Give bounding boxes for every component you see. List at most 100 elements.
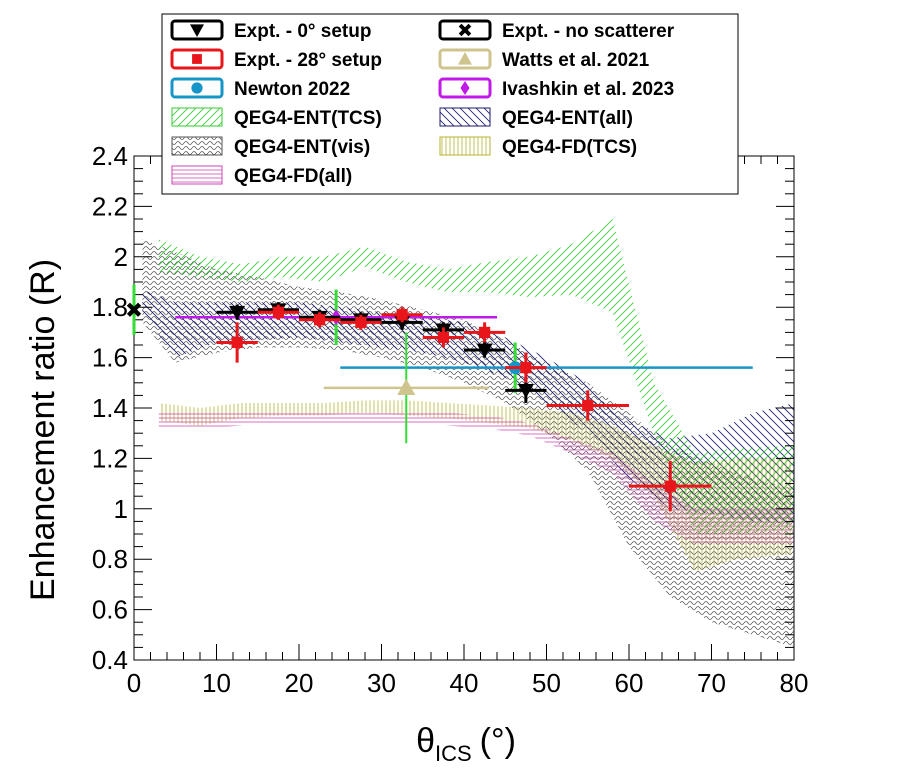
legend-label: Expt. - 0° setup (234, 21, 371, 42)
legend-marker (460, 81, 470, 95)
legend-marker (191, 82, 203, 94)
x-tick-label: 20 (285, 668, 314, 698)
data-point-watts (323, 332, 489, 444)
legend-label: Expt. - 28° setup (234, 50, 382, 71)
y-tick-label: 2.2 (92, 191, 128, 221)
model-bands (142, 219, 795, 648)
legend-swatch (438, 77, 492, 99)
x-tick-label: 60 (615, 668, 644, 698)
data-point-expt28 (546, 390, 629, 421)
legend-entry-expt0: Expt. - 0° setup (170, 19, 371, 42)
legend-label: QEG4-FD(all) (234, 166, 352, 187)
y-tick-label: 0.4 (92, 645, 128, 675)
y-tick-label: 0.8 (92, 544, 128, 574)
marker-watts (397, 378, 416, 396)
data-point-expt28 (340, 314, 382, 330)
legend-entry-ent-vis: QEG4-ENT(vis) (171, 136, 370, 158)
data-point-expt28 (299, 312, 341, 328)
legend-swatch (171, 136, 223, 156)
legend-entry-ivashkin: Ivashkin et al. 2023 (438, 77, 674, 100)
marker-expt28 (582, 399, 594, 412)
marker-expt28 (664, 480, 676, 492)
data-point-expt28 (505, 352, 547, 383)
legend-swatch (439, 107, 491, 127)
y-tick-label: 2.4 (92, 141, 128, 171)
legend-label: QEG4-ENT(all) (502, 108, 633, 129)
series-nosc (126, 284, 142, 335)
legend-entry-watts: Watts et al. 2021 (438, 48, 650, 71)
data-points (126, 284, 753, 512)
band-fd-tcs (158, 400, 795, 572)
marker-expt28 (314, 314, 326, 326)
legend-box (161, 13, 739, 195)
x-tick-label: 80 (780, 668, 809, 698)
legend-swatch (170, 48, 224, 70)
legend-swatch (171, 107, 223, 127)
marker-expt28 (396, 309, 408, 321)
legend-swatch (438, 19, 492, 41)
marker-expt28 (520, 362, 532, 374)
x-tick-label: 50 (532, 668, 561, 698)
marker-expt28 (437, 331, 449, 344)
data-point-expt0 (216, 304, 258, 321)
x-tick-label: 70 (697, 668, 726, 698)
marker-expt28 (355, 316, 367, 328)
legend-entry-expt28: Expt. - 28° setup (170, 48, 382, 71)
y-tick-label: 1.2 (92, 443, 128, 473)
marker-expt28 (479, 326, 491, 338)
legend-swatch (439, 136, 491, 156)
legend-label: QEG4-FD(TCS) (502, 137, 637, 158)
legend-label: QEG4-ENT(vis) (234, 137, 370, 158)
marker-expt28 (272, 306, 284, 318)
x-axis-title-unit: (°) (480, 722, 516, 760)
data-point-nosc (126, 284, 142, 335)
data-point-expt28 (629, 460, 712, 512)
x-tick-label: 0 (127, 668, 141, 698)
marker-expt0 (476, 343, 493, 359)
legend-label: QEG4-ENT(TCS) (234, 108, 382, 129)
series-expt28 (216, 304, 712, 512)
series-watts (323, 332, 489, 444)
x-axis-title-symbol: θ (416, 722, 435, 760)
y-tick-label: 1.8 (92, 292, 128, 322)
legend-swatch (170, 19, 224, 41)
legend: Expt. - 0° setup Expt. - no scatterer Expt… (161, 13, 739, 195)
legend-label: Newton 2022 (234, 79, 350, 100)
x-axis-title: θICS (°) (416, 722, 516, 766)
marker-expt28 (231, 336, 243, 349)
y-tick-label: 1.4 (92, 393, 128, 423)
axis-ticks: 0 10 20 30 40 50 60 70 80 0.4 0.6 0.8 1 1.2 1.4 1.6 1.8 2… (92, 141, 809, 698)
marker-nosc (126, 302, 142, 317)
legend-swatch (171, 165, 223, 185)
legend-label: Expt. - no scatterer (502, 21, 675, 42)
x-axis-title-subscript: ICS (435, 741, 472, 766)
legend-label: Ivashkin et al. 2023 (502, 79, 674, 100)
legend-marker (458, 23, 472, 37)
legend-entry-fd-tcs: QEG4-FD(TCS) (439, 136, 637, 158)
band-fd-all (158, 410, 795, 545)
marker-expt0 (229, 305, 246, 321)
legend-swatch (170, 77, 224, 99)
marker-expt0 (517, 383, 534, 399)
y-tick-label: 0.6 (92, 595, 128, 625)
data-point-expt28 (216, 322, 258, 363)
legend-label: Watts et al. 2021 (502, 50, 650, 71)
y-axis-title: Enhancement ratio (R) (24, 259, 62, 601)
x-tick-label: 30 (367, 668, 396, 698)
legend-swatch (438, 48, 492, 70)
legend-marker (192, 54, 202, 64)
y-tick-label: 2 (114, 242, 128, 272)
legend-entry-newton: Newton 2022 (170, 77, 350, 100)
legend-entry-nosc: Expt. - no scatterer (438, 19, 675, 42)
legend-marker (190, 24, 204, 37)
data-point-expt0 (464, 342, 506, 359)
data-point-expt28 (381, 307, 423, 323)
legend-entry-ent-all: QEG4-ENT(all) (439, 107, 633, 129)
y-tick-label: 1.6 (92, 343, 128, 373)
legend-entry-ent-tcs: QEG4-ENT(TCS) (171, 107, 382, 129)
x-tick-label: 10 (202, 668, 231, 698)
x-tick-label: 40 (450, 668, 479, 698)
y-tick-label: 1 (114, 494, 128, 524)
